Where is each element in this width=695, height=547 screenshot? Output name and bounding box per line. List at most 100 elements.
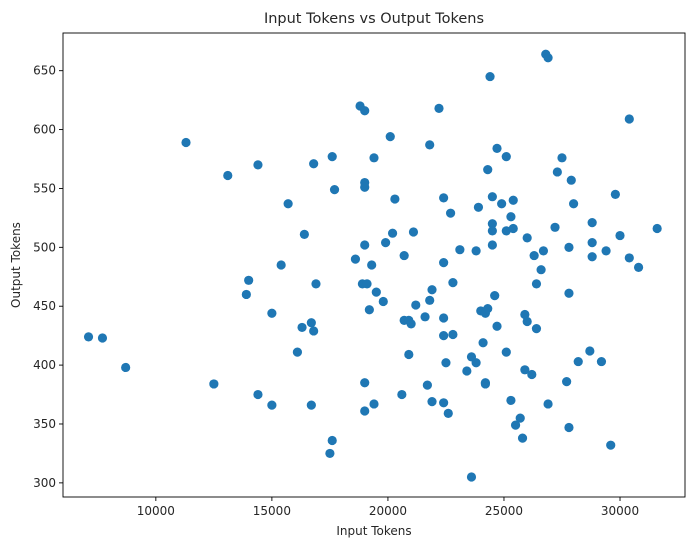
data-point [360,240,370,250]
data-point [404,349,414,360]
data-point [485,71,495,82]
data-point [306,400,316,410]
x-tick-label: 10000 [137,504,175,518]
data-point [501,226,511,236]
chart-title: Input Tokens vs Output Tokens [264,11,484,27]
x-tick-label: 25000 [485,504,523,518]
data-point [601,246,611,256]
data-point [471,358,481,368]
data-point [487,226,497,236]
data-point [378,296,388,307]
y-axis-ticks: 300 350 400 450 500 550 600 650 [33,64,63,490]
y-tick-label: 650 [33,64,56,78]
data-points [83,49,662,482]
data-point [364,305,374,315]
y-tick-label: 500 [33,240,56,254]
data-point [506,212,516,222]
data-point [487,240,497,250]
data-point [297,322,307,333]
data-point [490,291,500,301]
data-point [552,167,562,177]
data-point [501,152,511,162]
data-point [439,258,449,268]
data-point [283,199,293,209]
data-point [478,338,488,348]
data-point [371,287,381,297]
data-point [292,347,303,357]
data-point [97,333,108,343]
data-point [652,223,662,234]
x-tick-label: 20000 [369,504,407,518]
data-point [455,245,465,255]
data-point [587,218,597,228]
data-point [529,250,539,261]
data-point [615,230,625,241]
data-point [506,395,516,406]
data-point [369,399,379,409]
data-point [350,254,361,264]
data-point [543,399,553,409]
data-point [362,279,372,289]
x-tick-label: 30000 [601,504,639,518]
data-point [538,246,549,256]
data-point [299,229,309,239]
data-point [492,321,502,331]
data-point [360,177,370,188]
y-tick-label: 550 [33,181,56,195]
data-point [531,323,542,334]
data-point [209,379,219,389]
y-tick-label: 350 [33,417,56,431]
data-point [439,313,449,323]
y-tick-label: 600 [33,123,56,137]
data-point [439,398,449,408]
data-point [267,308,277,318]
data-point [462,366,472,376]
data-point [501,347,511,357]
data-point [515,413,525,423]
data-point [564,242,574,252]
data-point [483,303,493,314]
data-point [517,433,528,443]
data-point [408,227,419,237]
data-point [624,253,634,263]
data-point [406,319,416,329]
y-axis-label: Output Tokens [9,222,23,308]
data-point [369,153,379,163]
data-point [480,379,490,389]
data-point [587,238,597,248]
data-point [596,356,607,367]
data-point [508,223,518,234]
data-point [536,265,546,275]
data-point [508,195,518,205]
data-point [466,472,477,482]
data-point [367,260,377,270]
data-point [309,159,319,169]
y-tick-label: 400 [33,358,56,372]
data-point [520,365,530,375]
data-point [448,329,458,340]
data-point [360,406,370,416]
data-point [422,380,432,390]
y-tick-label: 450 [33,299,56,313]
data-point [633,262,644,272]
data-point [487,192,497,202]
data-point [253,389,263,400]
data-point [399,250,409,261]
data-point [573,356,583,367]
data-point [439,193,449,203]
data-point [497,199,507,209]
data-point [327,435,337,446]
y-tick-label: 300 [33,476,56,490]
data-point [387,228,398,238]
data-point [566,175,576,185]
data-point [381,238,391,248]
data-point [564,288,574,298]
x-tick-label: 15000 [253,504,291,518]
data-point [610,189,620,199]
data-point [471,246,481,256]
data-point [543,53,553,63]
data-point [441,358,451,368]
data-point [83,332,94,342]
data-point [267,400,277,410]
